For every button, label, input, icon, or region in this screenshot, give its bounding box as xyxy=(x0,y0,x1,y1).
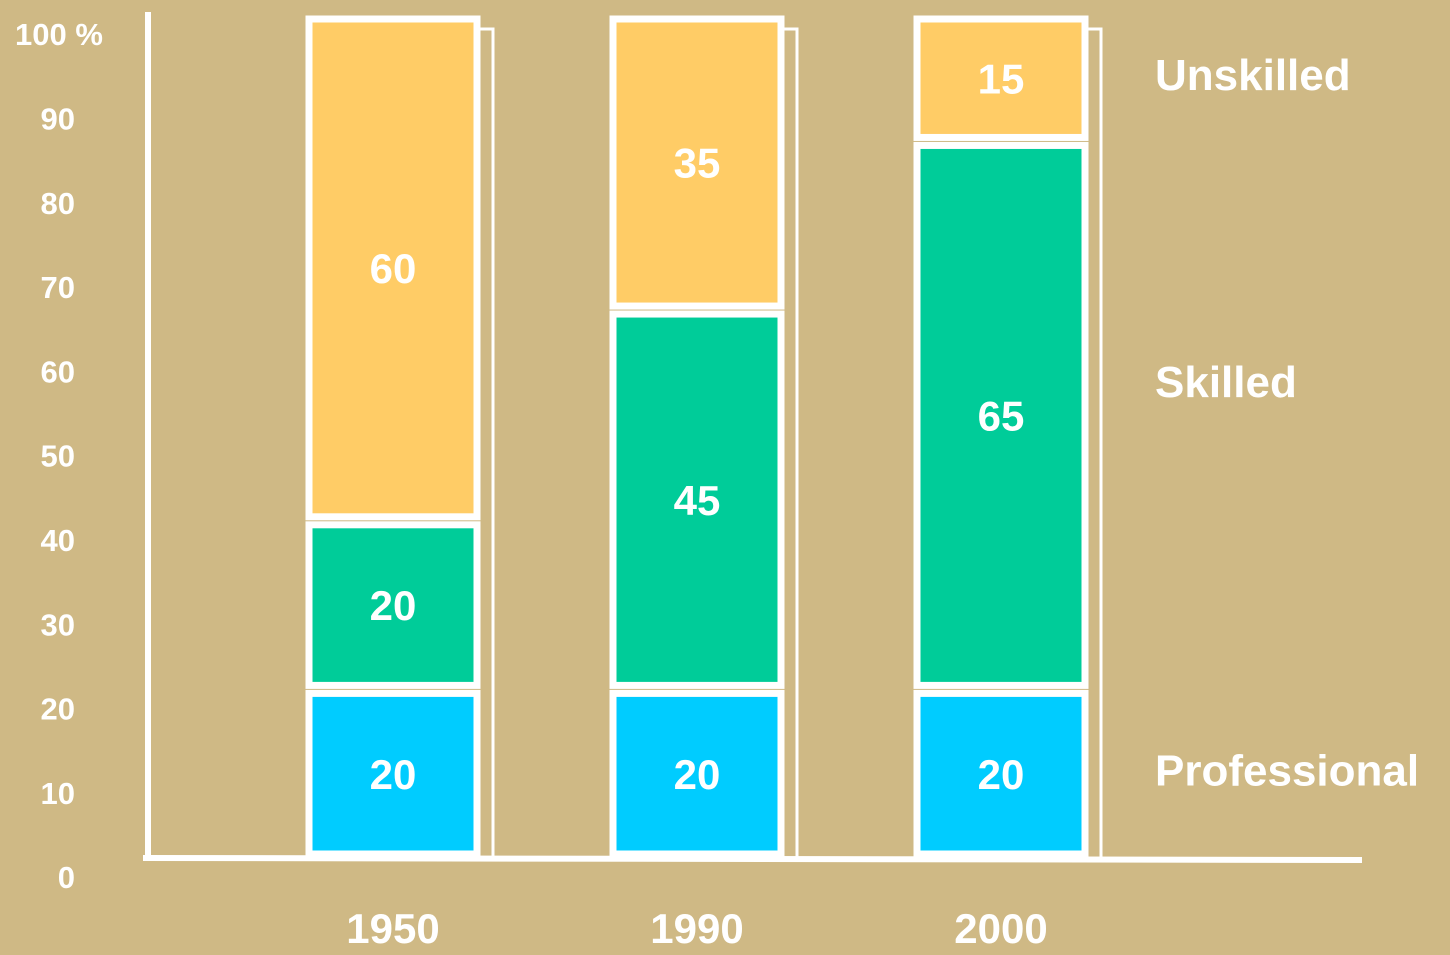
x-axis xyxy=(142,855,1363,863)
bar-segment xyxy=(913,15,1089,141)
y-tick-label: 80 xyxy=(41,186,75,221)
legend-label: Skilled xyxy=(1155,358,1297,407)
bar-shadow xyxy=(1087,27,1103,858)
y-tick-label: 10 xyxy=(41,776,75,811)
legend-label: Professional xyxy=(1155,746,1419,795)
bar-segment xyxy=(305,689,481,858)
bar-segment xyxy=(913,141,1089,689)
data-label: 20 xyxy=(978,751,1025,798)
y-tick-label: 50 xyxy=(41,439,75,474)
y-tick-label: 0 xyxy=(58,860,75,895)
data-label: 65 xyxy=(978,393,1025,440)
bar-segment xyxy=(305,521,481,689)
data-label: 60 xyxy=(370,245,417,292)
data-label: 20 xyxy=(370,582,417,629)
y-tick-label: 40 xyxy=(41,523,75,558)
data-label: 20 xyxy=(674,751,721,798)
data-label: 45 xyxy=(674,477,721,524)
y-tick-label: 20 xyxy=(41,692,75,727)
data-label: 35 xyxy=(674,140,721,187)
x-tick-label: 2000 xyxy=(954,905,1047,952)
y-tick-label: 70 xyxy=(41,270,75,305)
y-tick-label: 100 % xyxy=(15,17,103,52)
bar-segment xyxy=(913,689,1089,858)
y-tick-label: 30 xyxy=(41,607,75,642)
legend-label: Unskilled xyxy=(1155,51,1351,100)
bar-shadow xyxy=(479,27,495,858)
data-label: 15 xyxy=(978,55,1025,102)
y-tick-label: 90 xyxy=(41,101,75,136)
y-tick-label: 60 xyxy=(41,354,75,389)
x-tick-label: 1950 xyxy=(346,905,439,952)
bar-segment xyxy=(609,310,785,689)
bar-segment xyxy=(609,689,785,858)
data-label: 20 xyxy=(370,751,417,798)
bar-segment xyxy=(305,15,481,521)
bar-shadow xyxy=(783,27,799,858)
bar-segment xyxy=(609,15,785,310)
x-tick-label: 1990 xyxy=(650,905,743,952)
